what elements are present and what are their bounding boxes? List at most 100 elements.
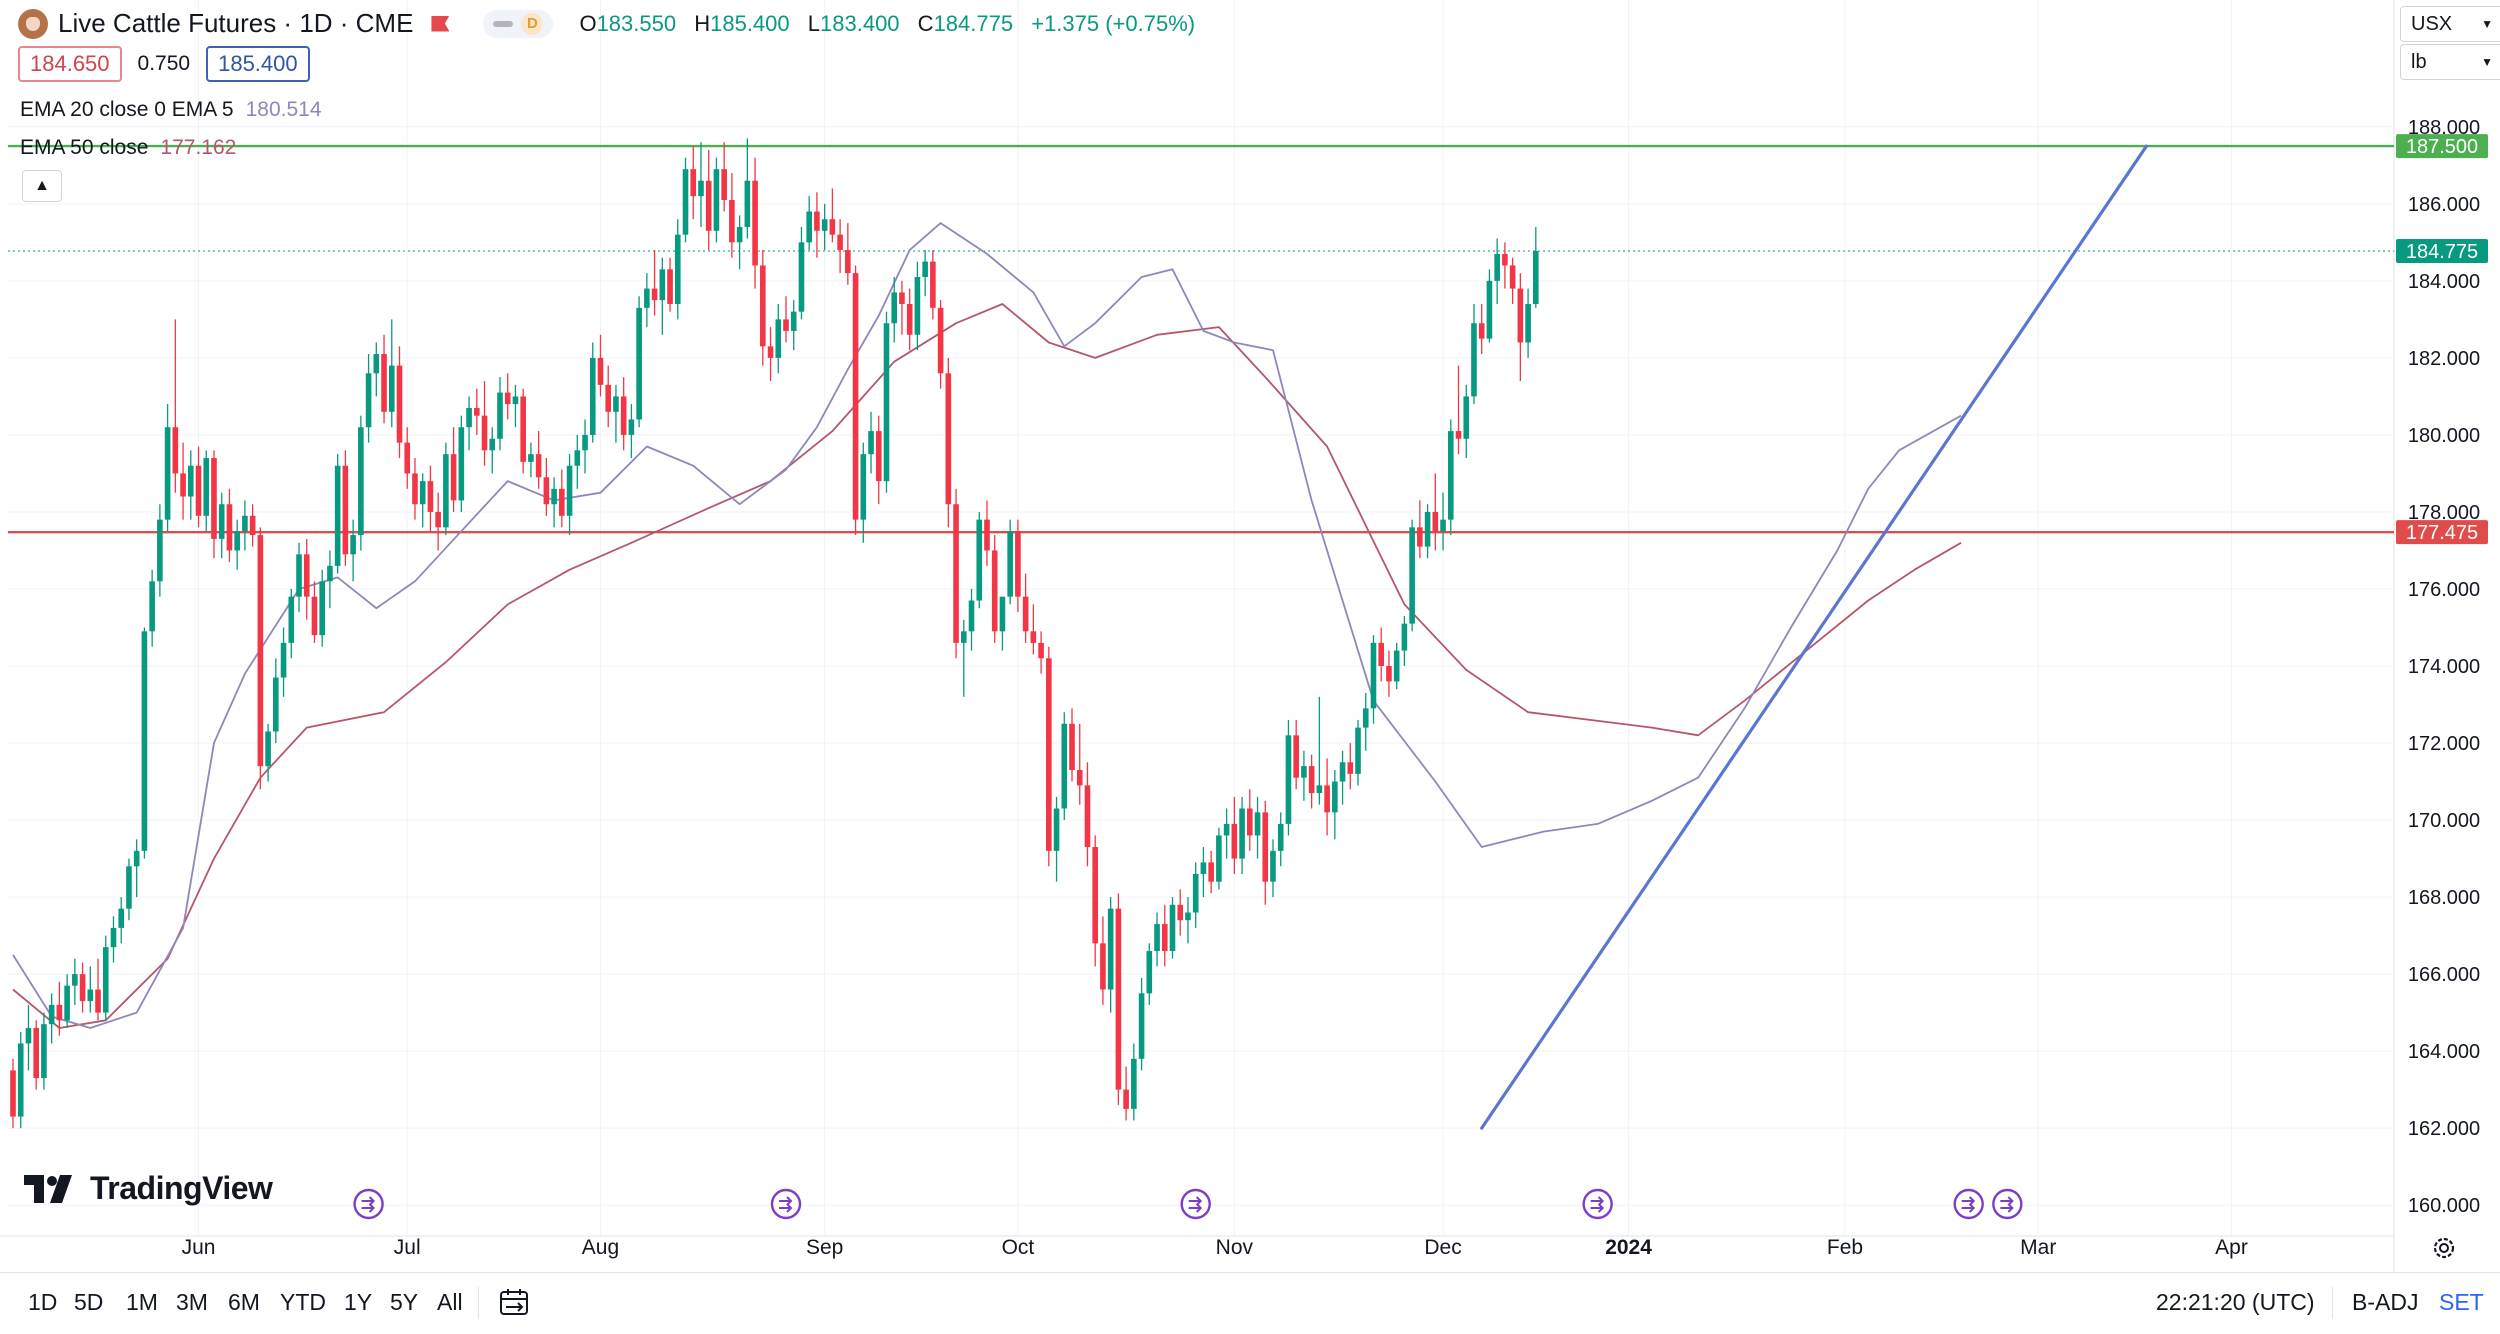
timeframe-1d[interactable]: 1D — [28, 1289, 58, 1315]
candle-body — [249, 515, 256, 536]
candle-body — [605, 384, 612, 412]
calendar-range-icon[interactable] — [498, 1287, 532, 1319]
marker-ring — [1180, 1188, 1211, 1220]
candle — [1517, 273, 1524, 381]
price-tick-label: 164.000 — [2408, 1041, 2480, 1063]
candle-body — [218, 504, 225, 539]
candle-body — [1339, 762, 1346, 782]
candle-body — [1486, 280, 1493, 339]
session-toggle[interactable]: SET — [2439, 1289, 2484, 1315]
marker-arrows — [361, 1196, 375, 1213]
candle — [566, 454, 573, 536]
candle — [783, 296, 789, 343]
candle — [945, 357, 952, 528]
dividend-arrow-icon[interactable] — [1180, 1188, 1211, 1220]
price-axis[interactable]: 160.000 162.000 164.000 166.000 168.000 170.0… — [2396, 117, 2488, 1217]
dividend-arrow-icon[interactable] — [1992, 1188, 2023, 1220]
candle — [1509, 257, 1516, 304]
timeframe-5d[interactable]: 5D — [74, 1289, 104, 1315]
tradingview-logo[interactable]: TradingView — [24, 1170, 273, 1207]
dividend-arrow-icon[interactable] — [353, 1188, 384, 1220]
ema50-legend[interactable]: EMA 50 close 177.162 — [20, 136, 237, 159]
candle — [427, 465, 434, 532]
candle — [133, 839, 140, 898]
clock-readout[interactable]: 22:21:20 (UTC) — [2156, 1289, 2315, 1315]
symbol-legend: Live Cattle Futures · 1D · CME D O183.55… — [18, 8, 1207, 39]
candle — [1316, 696, 1323, 805]
candle-body — [1192, 873, 1199, 913]
candle — [489, 427, 496, 474]
time-axis[interactable]: Jun Jul Aug Sep Oct Nov Dec 2024 Feb Mar Apr — [182, 1236, 2455, 1259]
candle-body — [474, 407, 480, 416]
candle — [1471, 303, 1477, 405]
candle — [953, 488, 959, 659]
trendline-drawing[interactable] — [1480, 144, 2149, 1130]
timeframe-5y[interactable]: 5Y — [390, 1289, 419, 1315]
candle-body — [1216, 835, 1222, 882]
candle-body — [528, 454, 534, 462]
symbol-title[interactable]: Live Cattle Futures · 1D · CME — [58, 8, 414, 38]
candle-body — [1177, 904, 1184, 921]
candle — [1138, 977, 1145, 1071]
candle — [164, 404, 171, 532]
gear-hub — [2439, 1243, 2449, 1253]
candle-body — [303, 554, 310, 597]
candle — [1409, 519, 1415, 632]
candle-body — [1293, 735, 1299, 778]
candle-body — [752, 180, 758, 266]
candle — [87, 966, 94, 1013]
timeframe-all[interactable]: All — [437, 1289, 463, 1315]
adjustment-toggle[interactable]: B-ADJ — [2352, 1289, 2419, 1315]
timeframe-1m[interactable]: 1M — [126, 1289, 158, 1315]
candle-body — [744, 180, 751, 227]
currency-select[interactable]: USX ▼ — [2400, 6, 2500, 42]
candle-body — [914, 277, 921, 335]
candle — [589, 342, 596, 443]
candle-body — [141, 631, 148, 851]
candle-body — [327, 565, 333, 582]
candle-body — [226, 504, 233, 551]
candle — [1107, 897, 1114, 1013]
candle — [1463, 384, 1470, 459]
flag-icon[interactable] — [431, 15, 450, 32]
legend-collapse-button[interactable]: ▲ — [22, 170, 62, 202]
timeframe-1y[interactable]: 1Y — [344, 1289, 373, 1315]
candle-body — [566, 465, 573, 516]
dividend-arrow-icon[interactable] — [1953, 1188, 1984, 1220]
candle-body — [551, 488, 557, 505]
ask-price[interactable]: 185.400 — [206, 46, 310, 82]
timeframe-6m[interactable]: 6M — [228, 1289, 260, 1315]
event-markers[interactable] — [353, 1188, 2023, 1220]
time-tick-label: Dec — [1424, 1236, 1461, 1259]
candle — [1200, 847, 1207, 898]
candle — [102, 935, 109, 1021]
candle — [226, 488, 233, 563]
candle-body — [1355, 727, 1361, 774]
last-price-tag — [2396, 239, 2488, 264]
dividend-arrow-icon[interactable] — [770, 1188, 802, 1220]
candle — [906, 288, 913, 351]
candle-body — [620, 396, 627, 435]
gear-icon[interactable] — [2433, 1237, 2455, 1259]
timeframe-3m[interactable]: 3M — [176, 1289, 208, 1315]
timeframe-ytd[interactable]: YTD — [280, 1289, 326, 1315]
candle-body — [1301, 766, 1307, 778]
ema20-legend[interactable]: EMA 20 close 0 EMA 5 180.514 — [20, 98, 322, 121]
chevron-up-icon: ▲ — [22, 170, 62, 202]
candle-body — [280, 642, 287, 678]
unit-select[interactable]: lb ▼ — [2400, 44, 2500, 80]
candle — [991, 535, 998, 643]
market-status-pill[interactable]: D — [483, 9, 554, 38]
candle-body — [883, 323, 890, 482]
candle — [582, 419, 588, 474]
candle-body — [574, 450, 581, 466]
price-tick-label: 180.000 — [2408, 425, 2480, 447]
candle-body — [1270, 850, 1276, 882]
price-tick-label: 166.000 — [2408, 964, 2480, 986]
candle — [543, 458, 550, 516]
price-tick-label: 176.000 — [2408, 579, 2480, 601]
bid-price[interactable]: 184.650 — [18, 46, 122, 82]
dividend-arrow-icon[interactable] — [1582, 1188, 1613, 1220]
marker-arrows — [779, 1196, 793, 1213]
